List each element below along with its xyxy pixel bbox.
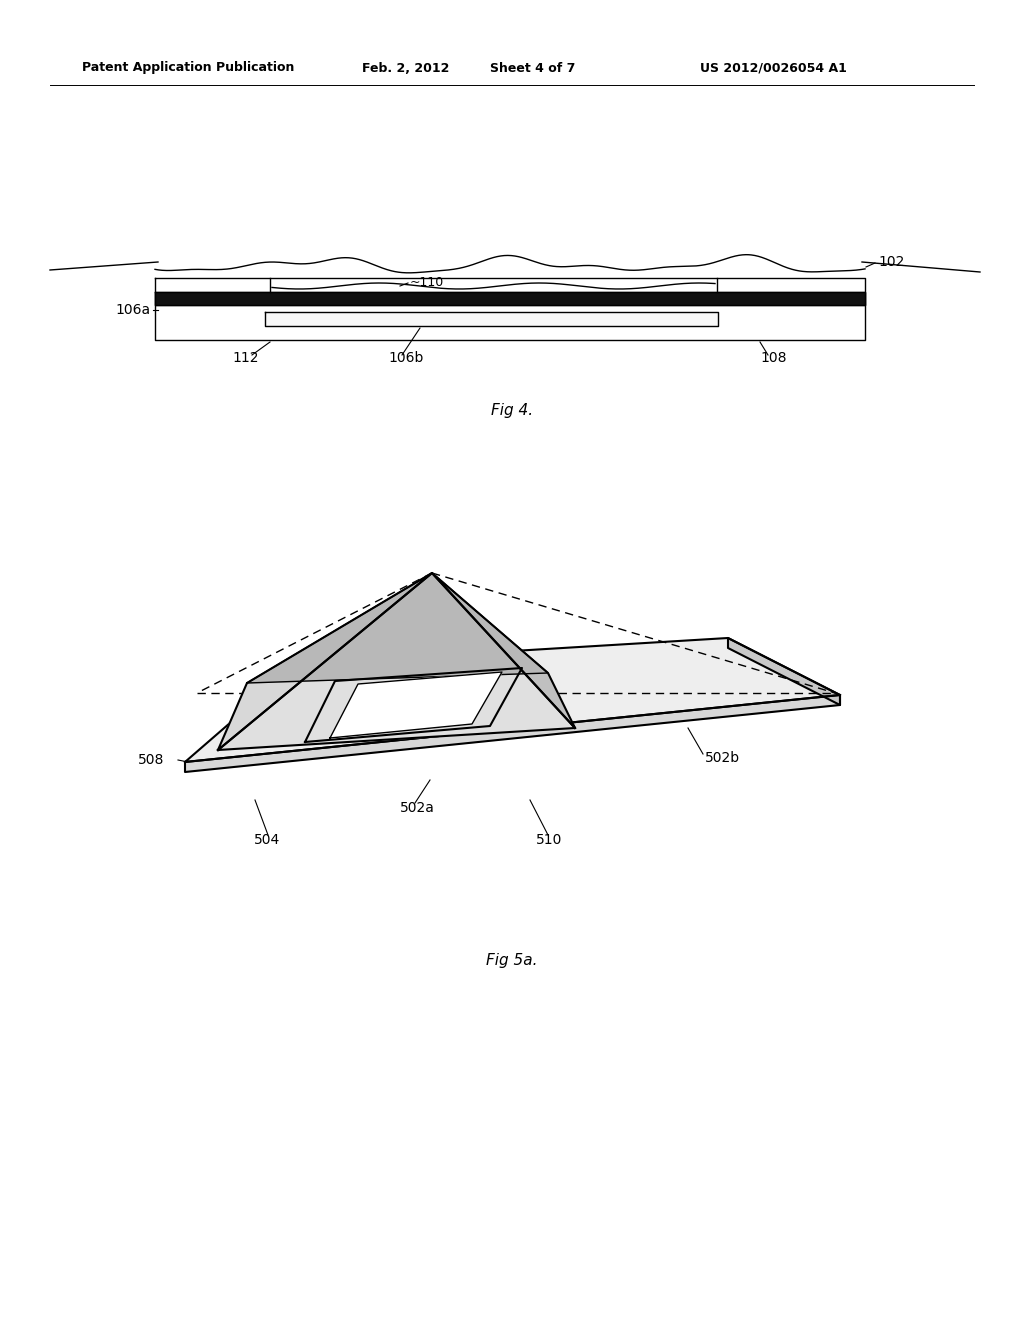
Text: 508: 508 (138, 752, 165, 767)
Polygon shape (265, 312, 718, 326)
Text: 108: 108 (760, 351, 786, 366)
Text: ~110: ~110 (410, 276, 444, 289)
Text: 106b: 106b (388, 351, 423, 366)
Text: 510: 510 (536, 833, 562, 847)
Text: Fig 4.: Fig 4. (490, 403, 534, 417)
Text: Feb. 2, 2012: Feb. 2, 2012 (362, 62, 450, 74)
Polygon shape (432, 573, 575, 729)
Text: 506: 506 (276, 690, 302, 705)
Polygon shape (728, 638, 840, 705)
Text: 502a: 502a (400, 801, 435, 814)
Polygon shape (218, 573, 575, 750)
Polygon shape (247, 573, 548, 682)
Polygon shape (330, 672, 502, 738)
Polygon shape (155, 292, 865, 305)
Polygon shape (185, 638, 840, 762)
Text: 112: 112 (232, 351, 258, 366)
Text: 502b: 502b (705, 751, 740, 766)
Text: 504: 504 (254, 833, 281, 847)
Polygon shape (185, 696, 840, 772)
Text: Patent Application Publication: Patent Application Publication (82, 62, 294, 74)
Text: 102: 102 (878, 255, 904, 269)
Text: Sheet 4 of 7: Sheet 4 of 7 (490, 62, 575, 74)
Text: US 2012/0026054 A1: US 2012/0026054 A1 (700, 62, 847, 74)
Polygon shape (218, 573, 432, 750)
Text: 106a: 106a (115, 304, 151, 317)
Text: Fig 5a.: Fig 5a. (486, 953, 538, 968)
